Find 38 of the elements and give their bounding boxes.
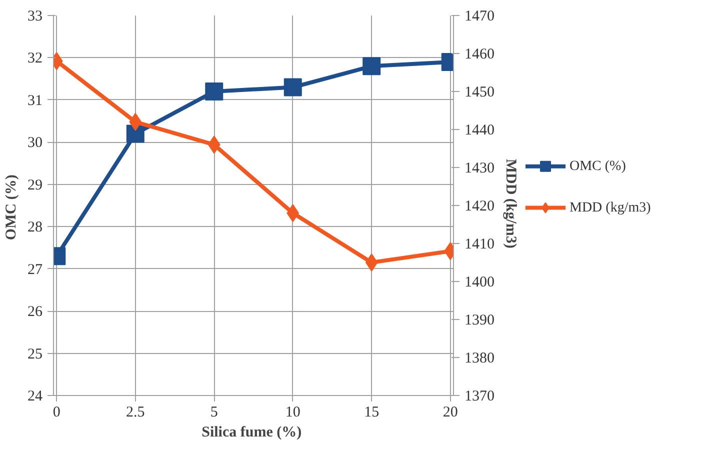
x-tick-label: 5 (210, 404, 218, 420)
legend-label: OMC (%) (570, 158, 626, 174)
y-tick-label: 27 (28, 262, 43, 278)
y2-tick-label: 1410 (464, 236, 494, 252)
y-tick-label: 29 (28, 177, 42, 194)
y2-tick-label: 1450 (464, 84, 494, 100)
y2-tick-label: 1370 (464, 388, 494, 404)
y2-axis-title: MDD (kg/m3) (502, 158, 518, 248)
point (205, 82, 224, 100)
y-tick-label: 26 (28, 304, 43, 320)
x-tick-label: 15 (364, 404, 380, 420)
point (365, 254, 378, 272)
x-tick-label: 10 (285, 404, 300, 420)
point (208, 136, 220, 154)
y-tick-label: 30 (28, 135, 42, 152)
point (286, 204, 300, 222)
x-tick-label: 20 (442, 404, 458, 420)
y2-tick-label: 1420 (464, 198, 494, 214)
y-tick-label: 31 (28, 92, 42, 109)
y-tick-label: 32 (28, 50, 42, 67)
y2-tick-label: 1400 (464, 274, 494, 290)
y2-tick-label: 1390 (464, 312, 494, 328)
legend-label: MDD (kg/m3) (570, 200, 652, 216)
y-tick-label: 33 (28, 8, 42, 24)
y2-tick-label: 1430 (464, 160, 494, 176)
x-tick-label: 2.5 (126, 404, 145, 420)
y-tick-label: 28 (28, 220, 42, 236)
point (284, 78, 302, 96)
y-tick-label: 24 (28, 388, 43, 404)
y-axis-title: OMC (%) (4, 174, 20, 240)
y2-tick-label: 1460 (464, 46, 494, 62)
y-tick-label: 25 (28, 346, 42, 362)
point (129, 112, 142, 131)
x-axis-title: Silica fume (%) (202, 424, 302, 440)
x-tick-label: 0 (52, 404, 60, 420)
y2-tick-label: 1440 (464, 122, 494, 138)
y2-tick-label: 1380 (464, 350, 494, 366)
y2-tick-label: 1470 (464, 8, 494, 24)
